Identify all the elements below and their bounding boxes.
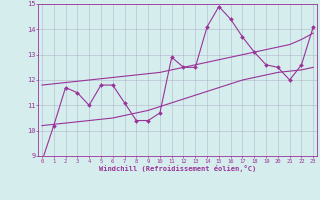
X-axis label: Windchill (Refroidissement éolien,°C): Windchill (Refroidissement éolien,°C)	[99, 165, 256, 172]
